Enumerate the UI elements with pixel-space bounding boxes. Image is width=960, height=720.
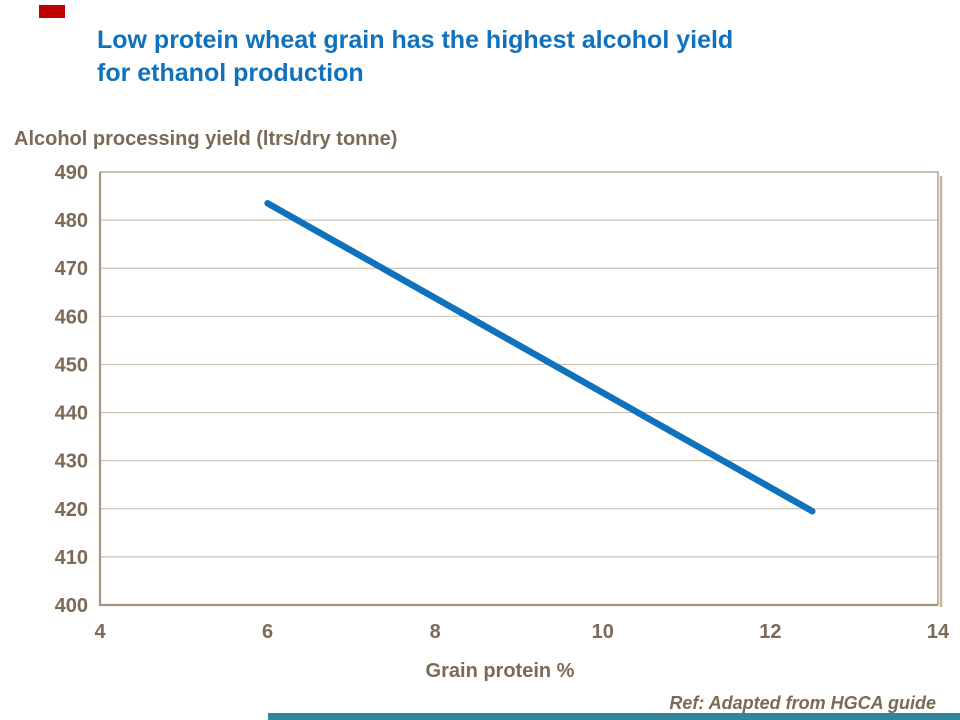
y-tick-label: 470 [55,258,88,280]
x-tick-label: 12 [759,621,781,643]
x-tick-label: 14 [927,621,950,643]
x-tick-label: 4 [94,621,106,643]
slide-title: Low protein wheat grain has the highest … [97,24,917,90]
slide-title-line2: for ethanol production [97,59,364,87]
footer-accent-bar [268,713,960,720]
y-tick-label: 440 [55,403,88,425]
y-axis-title: Alcohol processing yield (ltrs/dry tonne… [14,128,398,150]
x-tick-label: 8 [430,621,441,643]
slide-accent-red-block [39,5,65,18]
axis-lines [98,172,938,607]
y-tick-label: 400 [55,595,88,617]
y-tick-label: 480 [55,210,88,232]
y-tick-label: 450 [55,354,88,376]
data-line [264,200,816,515]
reference-note: Ref: Adapted from HGCA guide [669,693,936,713]
y-tick-label: 460 [55,306,88,328]
x-axis-title: Grain protein % [425,660,575,682]
slide-title-line1: Low protein wheat grain has the highest … [97,26,734,54]
y-tick-label: 410 [55,547,88,569]
x-tick-label: 10 [592,621,614,643]
plot-border [100,171,939,605]
y-tick-label: 420 [55,499,88,521]
y-tick-label: 490 [55,162,88,184]
y-tick-label: 430 [55,451,88,473]
x-tick-label: 6 [262,621,273,643]
